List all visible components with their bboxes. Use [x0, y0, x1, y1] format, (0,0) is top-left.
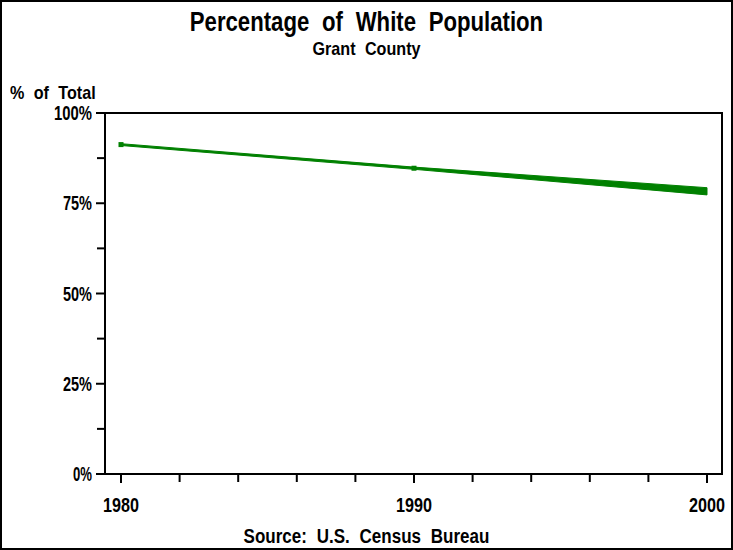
plot-area: 0% 25% 50% 75% 100% 1980 1990 2000 [2, 2, 733, 550]
y-tick-label: 75% [63, 191, 92, 214]
source-footnote: Source: U.S. Census Bureau [57, 526, 677, 547]
data-point-marker [119, 142, 124, 147]
y-tick-label: 50% [63, 282, 92, 305]
x-tick-label: 1980 [103, 493, 139, 516]
data-point-marker [412, 166, 417, 171]
x-tick-label: 1990 [396, 493, 432, 516]
chart-page: Percentage of White Population Grant Cou… [0, 0, 733, 550]
x-tick-label: 2000 [689, 493, 725, 516]
y-tick-label: 0% [73, 462, 92, 485]
y-tick-label: 25% [63, 372, 92, 395]
y-tick-label: 100% [54, 101, 92, 124]
